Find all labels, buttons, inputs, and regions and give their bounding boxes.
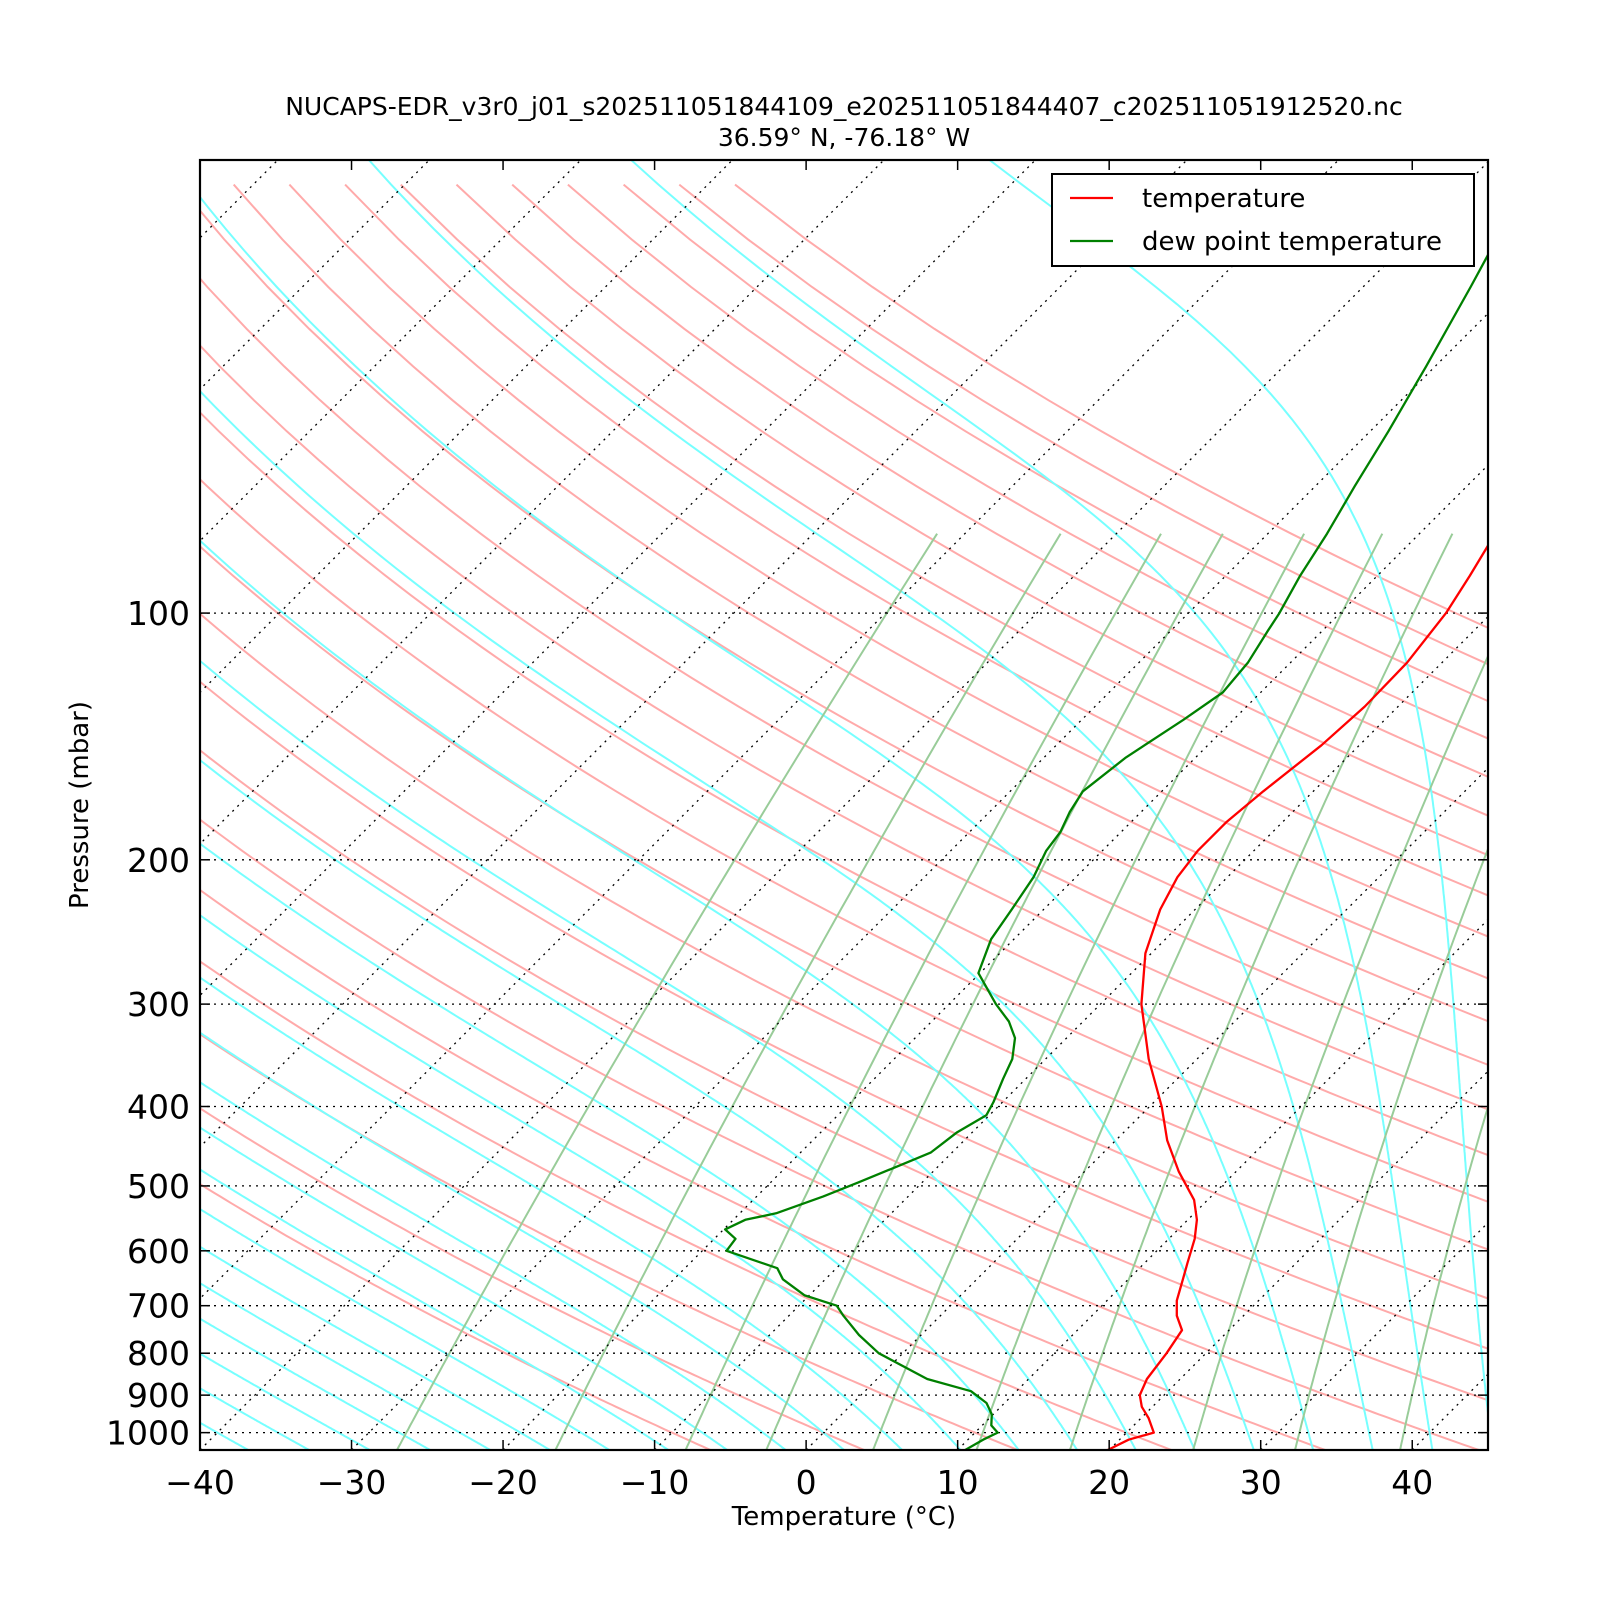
moist-adiabat-line [200, 1031, 845, 1450]
y-tick-label: 700 [127, 1287, 190, 1326]
isotherm-line [200, 160, 1036, 997]
dry-adiabat-line [200, 411, 1488, 1157]
isotherm-line [200, 160, 885, 845]
mixing-ratio-line [554, 533, 1062, 1450]
y-tick-label: 800 [127, 1334, 190, 1373]
dry-adiabat-line [200, 1107, 865, 1450]
dry-adiabat-line [232, 183, 1488, 980]
moist-adiabat-line [200, 659, 1137, 1450]
isotherm-line [351, 312, 1488, 1450]
legend-box [1051, 173, 1475, 267]
x-tick-label: 20 [1088, 1463, 1130, 1502]
moist-adiabat-line [200, 914, 962, 1450]
dry-adiabat-line [200, 749, 1488, 1402]
moist-adiabat-line [630, 160, 1434, 1450]
isotherm-line [200, 160, 1188, 1148]
y-tick-label: 400 [127, 1088, 190, 1127]
isotherm-line [200, 160, 1339, 1300]
x-tick-label: −30 [317, 1463, 387, 1502]
y-tick-label: 500 [127, 1167, 190, 1206]
x-axis-ticks: −40 −30 −20 −10 0 10 20 30 40 [165, 160, 1433, 1502]
isotherm-line [200, 161, 1488, 1450]
dry-adiabat-line [200, 1182, 711, 1450]
x-tick-label: −20 [468, 1463, 538, 1502]
mixing-ratio-line [1192, 653, 1488, 1450]
moist-adiabat-line [200, 1352, 371, 1450]
chart-subtitle: 36.59° N, -76.18° W [718, 123, 970, 152]
plot-frame [198, 158, 1490, 1452]
moist-adiabat-line [200, 389, 1255, 1450]
moist-adiabat-line [200, 1126, 728, 1450]
isotherm-line [200, 160, 430, 391]
legend: temperature dew point temperature [1051, 173, 1475, 267]
dry-adiabat-line [200, 960, 1172, 1450]
x-tick-label: 10 [937, 1463, 979, 1502]
x-tick-label: −10 [620, 1463, 690, 1502]
dry-adiabat-line [200, 612, 1488, 1300]
y-tick-label: 200 [127, 841, 190, 880]
profile-lines [723, 252, 1488, 1450]
dry-adiabat-line [200, 818, 1480, 1450]
mixing-ratio-line [1399, 1103, 1488, 1450]
y-tick-label: 1000 [106, 1414, 190, 1453]
series-line-dewpoint [723, 252, 1488, 1450]
moist-adiabat-line [988, 160, 1488, 1423]
moist-adiabat-line [200, 195, 1315, 1450]
mixing-ratio-line [684, 533, 1162, 1450]
mixing-ratio-line [872, 533, 1305, 1450]
y-tick-label: 900 [127, 1376, 190, 1415]
moist-adiabat-line [200, 758, 1079, 1450]
mixing-ratio-line [765, 533, 1224, 1450]
moist-adiabat-line [200, 1282, 491, 1450]
dry-adiabat-line [200, 1032, 1019, 1450]
moist-adiabat-line [200, 1245, 551, 1450]
moist-adiabat-line [200, 842, 1020, 1450]
y-tick-label: 100 [127, 594, 190, 633]
x-axis-label: Temperature (°C) [731, 1502, 956, 1532]
mixing-ratio-line [396, 533, 938, 1450]
mixing-ratio-line [1294, 846, 1488, 1450]
moist-adiabat-line [200, 539, 1196, 1450]
moist-adiabat-line [200, 1317, 431, 1450]
dry-adiabat-line [344, 183, 1488, 897]
moist-adiabat-line [368, 160, 1374, 1450]
moist-adiabat-line [200, 1207, 610, 1450]
x-tick-label: −40 [165, 1463, 235, 1502]
x-tick-label: 30 [1240, 1463, 1282, 1502]
dry-adiabat-line [200, 344, 1488, 1111]
isotherm-line [200, 160, 733, 694]
moist-adiabat-line [200, 976, 903, 1450]
x-tick-label: 0 [796, 1463, 817, 1502]
chart-title: NUCAPS-EDR_v3r0_j01_s202511051844109_e20… [285, 92, 1403, 121]
x-tick-label: 40 [1391, 1463, 1433, 1502]
moist-adiabat-line [200, 1168, 669, 1450]
dry-adiabat-line [200, 209, 1488, 1023]
series-line-temperature [1107, 543, 1488, 1450]
y-axis-label: Pressure (mbar) [65, 701, 95, 909]
dry-adiabat-line [200, 888, 1326, 1450]
pressure-grid [200, 612, 1488, 1434]
isotherm-line [200, 160, 582, 542]
legend-label-temperature: temperature [1142, 184, 1305, 214]
mixing-ratio-line [1068, 533, 1454, 1450]
dry-adiabat-line [200, 545, 1488, 1251]
y-tick-label: 600 [127, 1232, 190, 1271]
mixing-ratio-line [975, 533, 1384, 1450]
legend-label-dewpoint: dew point temperature [1142, 227, 1442, 257]
y-tick-label: 300 [127, 985, 190, 1024]
moist-adiabat-line [200, 1081, 787, 1450]
